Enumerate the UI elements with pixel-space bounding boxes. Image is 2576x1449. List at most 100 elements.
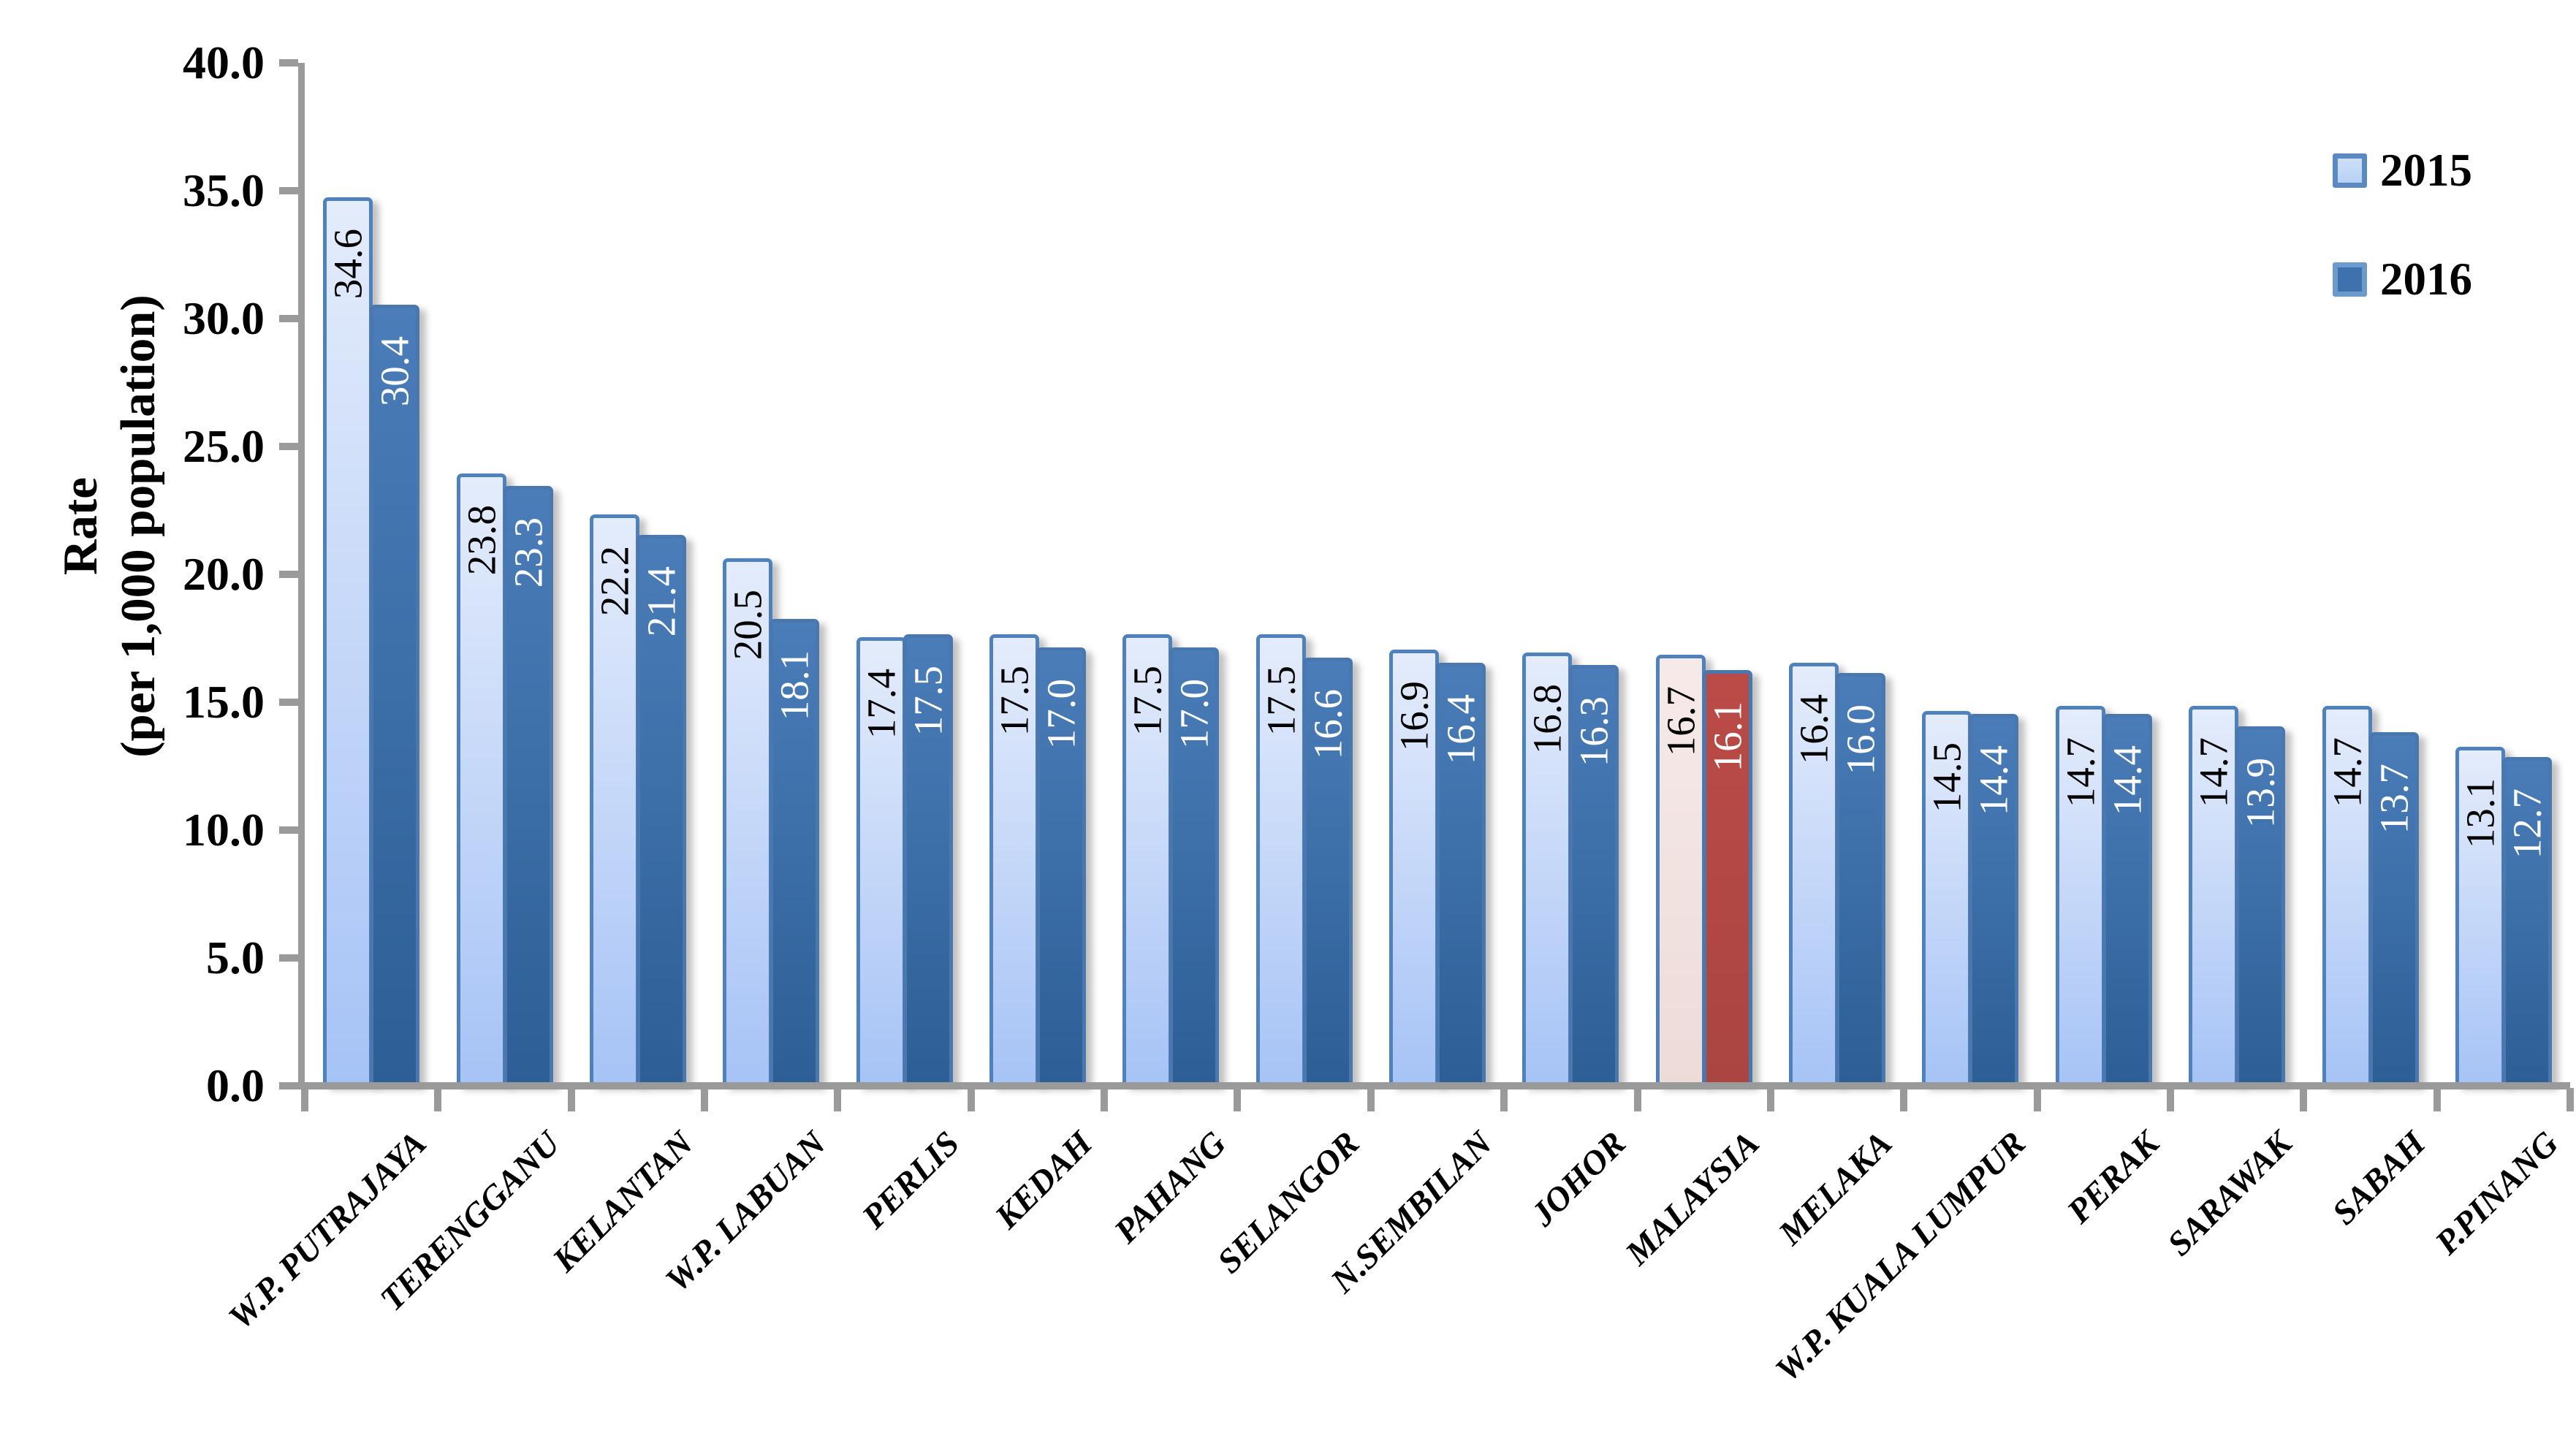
y-tick-label: 5.0 <box>206 932 265 984</box>
bar-group-melaka: 16.4 16.0 <box>1771 663 1904 1086</box>
bar-group-kelantan: 22.2 21.4 <box>571 514 704 1086</box>
y-tick-label: 0.0 <box>206 1060 265 1111</box>
x-category-label: PAHANG <box>1106 1124 1234 1251</box>
y-tick-label: 40.0 <box>183 37 265 88</box>
x-tick <box>567 1088 575 1111</box>
y-tick <box>279 826 298 834</box>
bar-2015-perak: 14.7 <box>2055 706 2105 1086</box>
bar-2015-w-p-labuan: 20.5 <box>723 558 773 1086</box>
legend-label-2016: 2016 <box>2380 254 2472 305</box>
legend-swatch-2015 <box>2333 153 2367 188</box>
bar-value-label: 13.7 <box>2371 764 2417 834</box>
bar-value-label: 16.0 <box>1838 704 1883 775</box>
bar-value-label: 16.7 <box>1658 686 1703 757</box>
x-tick <box>301 1088 308 1111</box>
bar-2016-w-p-labuan: 18.1 <box>770 619 820 1086</box>
bar-2016-kelantan: 21.4 <box>636 535 686 1086</box>
bar-value-label: 14.4 <box>2105 745 2150 816</box>
y-tick-label: 10.0 <box>183 804 265 856</box>
bar-value-label: 17.5 <box>992 666 1037 737</box>
bar-2016-perak: 14.4 <box>2102 714 2152 1086</box>
x-category-label: MALAYSIA <box>1618 1124 1767 1273</box>
bar-2015-w-p-putrajaya: 34.6 <box>323 197 373 1086</box>
bar-value-label: 23.3 <box>506 517 551 588</box>
y-tick-label: 30.0 <box>183 292 265 344</box>
x-category-label: P.PINANG <box>2428 1124 2566 1263</box>
bar-group-perlis: 17.4 17.5 <box>837 634 970 1086</box>
x-tick <box>1101 1088 1109 1111</box>
bar-2015-w-p-kuala-lumpur: 14.5 <box>1922 711 1972 1086</box>
bar-2015-perlis: 17.4 <box>856 637 906 1086</box>
legend-label-2015: 2015 <box>2380 145 2472 196</box>
bar-value-label: 34.6 <box>325 229 371 300</box>
bar-2015-sarawak: 14.7 <box>2189 706 2239 1086</box>
bar-group-terengganu: 23.8 23.3 <box>438 474 571 1086</box>
bar-value-label: 30.4 <box>372 336 417 407</box>
bar-group-kedah: 17.5 17.0 <box>971 634 1104 1086</box>
x-tick <box>2033 1088 2041 1111</box>
bar-value-label: 14.5 <box>1924 742 1969 813</box>
bar-2015-malaysia: 16.7 <box>1655 655 1706 1086</box>
bar-2015-kelantan: 22.2 <box>589 514 639 1086</box>
x-category-label: SABAH <box>2325 1124 2433 1233</box>
y-tick <box>279 59 298 66</box>
y-tick-label: 25.0 <box>183 420 265 472</box>
legend: 2015 2016 <box>2333 148 2472 365</box>
x-category-label: MELAKA <box>1771 1124 1900 1253</box>
bar-group-w-p-labuan: 20.5 18.1 <box>704 558 837 1086</box>
bar-value-label: 16.9 <box>1391 681 1437 752</box>
x-category-label: SARAWAK <box>2160 1124 2300 1263</box>
bar-value-label: 12.7 <box>2504 788 2550 859</box>
bar-group-pahang: 17.5 17.0 <box>1104 634 1237 1086</box>
bar-value-label: 17.5 <box>1125 666 1170 737</box>
x-tick <box>434 1088 442 1111</box>
bar-group-w-p-kuala-lumpur: 14.5 14.4 <box>1904 711 2037 1086</box>
bar-value-label: 18.1 <box>772 650 817 721</box>
bar-value-label: 17.4 <box>859 669 904 739</box>
bar-group-p-pinang: 13.1 12.7 <box>2437 747 2570 1086</box>
legend-item-2016: 2016 <box>2333 256 2472 303</box>
bar-group-perak: 14.7 14.4 <box>2037 706 2170 1086</box>
x-tick <box>1367 1088 1375 1111</box>
y-tick-label: 35.0 <box>183 164 265 216</box>
bar-value-label: 17.5 <box>905 666 951 737</box>
bar-value-label: 13.1 <box>2458 778 2503 849</box>
y-tick-label: 15.0 <box>183 676 265 728</box>
x-category-label: W.P. KUALA LUMPUR <box>1768 1124 2033 1390</box>
bar-value-label: 21.4 <box>639 566 684 637</box>
y-tick-label: 20.0 <box>183 548 265 600</box>
x-tick <box>1234 1088 1242 1111</box>
bar-group-sarawak: 14.7 13.9 <box>2170 706 2303 1086</box>
bar-group-w-p-putrajaya: 34.6 30.4 <box>305 197 438 1086</box>
bar-2016-p-pinang: 12.7 <box>2501 757 2552 1086</box>
bar-2015-n-sembilan: 16.9 <box>1389 650 1440 1086</box>
bar-value-label: 22.2 <box>592 546 637 617</box>
y-tick <box>279 187 298 194</box>
y-tick <box>279 571 298 578</box>
bar-value-label: 23.8 <box>459 505 504 576</box>
x-tick <box>1633 1088 1641 1111</box>
y-axis-line <box>298 63 305 1086</box>
bar-value-label: 13.9 <box>2238 758 2283 829</box>
legend-item-2015: 2015 <box>2333 148 2472 194</box>
bar-value-label: 17.0 <box>1038 679 1084 750</box>
x-category-label: PERLIS <box>854 1124 968 1236</box>
bar-2016-sabah: 13.7 <box>2368 732 2419 1086</box>
bar-2015-p-pinang: 13.1 <box>2455 747 2505 1086</box>
x-category-label: JOHOR <box>1524 1124 1633 1234</box>
bar-groups: 34.6 30.4 23.8 23.3 22.2 21.4 20.5 18.1 17.4 17.5… <box>305 63 2570 1086</box>
bar-value-label: 16.6 <box>1305 689 1350 760</box>
bar-2016-n-sembilan: 16.4 <box>1436 663 1486 1086</box>
x-tick <box>2433 1088 2441 1111</box>
bar-value-label: 17.0 <box>1171 679 1217 750</box>
bar-2015-johor: 16.8 <box>1522 653 1573 1086</box>
x-category-label: PERAK <box>2059 1124 2167 1231</box>
bar-group-selangor: 17.5 16.6 <box>1238 634 1371 1086</box>
bar-2015-kedah: 17.5 <box>989 634 1039 1086</box>
y-tick <box>279 315 298 322</box>
x-tick <box>1900 1088 1908 1111</box>
y-tick <box>279 443 298 450</box>
bar-group-sabah: 14.7 13.7 <box>2303 706 2436 1086</box>
bar-2016-w-p-putrajaya: 30.4 <box>370 305 420 1086</box>
